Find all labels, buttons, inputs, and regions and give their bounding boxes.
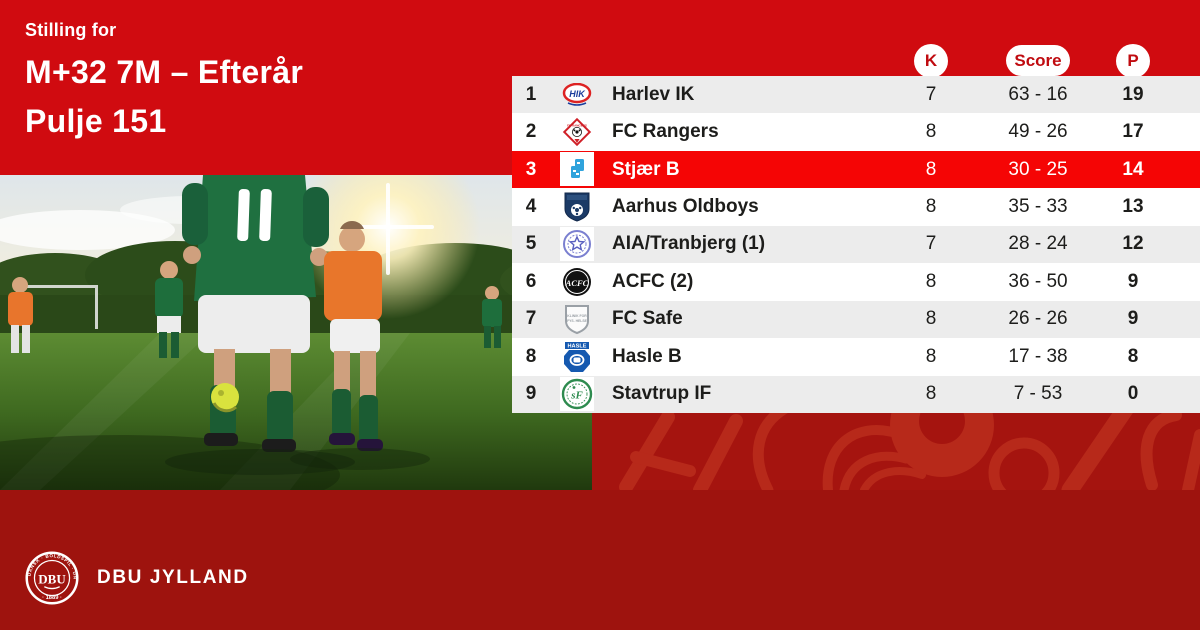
harlev-ik-logo: HIK — [559, 77, 595, 112]
dbu-logo-center-text: DBU — [38, 571, 66, 586]
dbu-crest-logo: DANSK · BOLDSPIL · UNION DBU · 1889 · — [23, 547, 79, 605]
matches-value: 8 — [925, 345, 937, 367]
points-value: 19 — [1122, 83, 1144, 105]
team-name: FC Rangers — [612, 121, 719, 143]
column-header-p: P — [1116, 44, 1150, 78]
points-value: 9 — [1127, 308, 1139, 330]
score-value: 17 - 38 — [1008, 345, 1068, 367]
score-value: 7 - 53 — [1013, 383, 1063, 405]
matches-value: 8 — [925, 308, 937, 330]
table-row: 9 sF Stavtrup IF 8 7 - 53 0 — [512, 375, 1200, 413]
svg-text:HASLE: HASLE — [568, 343, 587, 349]
position: 5 — [525, 233, 537, 255]
acfc-logo: ACFC — [559, 264, 595, 299]
team-name: Stjær B — [612, 158, 680, 180]
position: 3 — [525, 158, 537, 180]
footer-band — [0, 490, 1200, 630]
score-value: 63 - 16 — [1008, 83, 1068, 105]
position: 9 — [525, 383, 537, 405]
score-value: 36 - 50 — [1008, 270, 1068, 292]
points-value: 13 — [1122, 196, 1144, 218]
points-value: 9 — [1127, 270, 1139, 292]
main-player — [182, 175, 329, 452]
team-name: Stavtrup IF — [612, 383, 712, 405]
position: 7 — [525, 308, 537, 330]
matches-value: 7 — [925, 233, 937, 255]
column-header-k: K — [914, 44, 948, 78]
orange-bib-player — [324, 220, 383, 451]
points-value: 12 — [1122, 233, 1144, 255]
points-value: 8 — [1127, 345, 1139, 367]
matches-value: 8 — [925, 158, 937, 180]
fc-safe-logo: KLINIK FOR FYS. HELSE — [559, 302, 595, 337]
stavtrup-if-logo: sF — [559, 377, 595, 412]
table-row: 7 KLINIK FOR FYS. HELSE FC Safe 8 26 - 2… — [512, 300, 1200, 339]
matches-value: 8 — [925, 383, 937, 405]
title-line-2: Pulje 151 — [25, 103, 167, 139]
points-value: 17 — [1122, 121, 1144, 143]
football — [211, 383, 239, 413]
points-value: 0 — [1127, 383, 1139, 405]
table-row-highlighted: 3 Stjær B 8 30 - 25 14 — [512, 150, 1200, 189]
standings-table: K Score P 1 HIK Harlev IK 7 63 - 16 19 — [512, 44, 1200, 413]
crest-watermark — [619, 413, 1200, 490]
table-row: 5 AIA/Tranbjerg (1) 7 28 - 24 12 — [512, 225, 1200, 264]
aarhus-oldboys-logo — [559, 189, 595, 224]
pretitle: Stilling for — [25, 20, 117, 40]
position: 2 — [525, 121, 537, 143]
football-photo — [0, 175, 592, 490]
team-name: Aarhus Oldboys — [612, 196, 759, 218]
aia-tranbjerg-logo — [559, 227, 595, 262]
page-title: M+32 7M – Efterår Pulje 151 — [25, 48, 303, 146]
table-row: 8 HASLE Hasle B 8 17 - 38 8 — [512, 338, 1200, 376]
score-value: 35 - 33 — [1008, 196, 1068, 218]
hasle-b-logo: HASLE — [559, 339, 595, 374]
team-name: AIA/Tranbjerg (1) — [612, 233, 766, 255]
svg-text:FC RANGERS: FC RANGERS — [567, 123, 587, 127]
football-photo-art — [0, 175, 592, 490]
table-header: K Score P — [512, 44, 1200, 78]
svg-text:FYS. HELSE: FYS. HELSE — [567, 319, 588, 323]
position: 6 — [525, 270, 537, 292]
headline-block: Stilling for M+32 7M – Efterår Pulje 151 — [25, 20, 303, 146]
stjaer-b-logo — [559, 152, 595, 187]
dbu-logo-year: · 1889 · — [42, 595, 62, 601]
score-value: 26 - 26 — [1008, 308, 1068, 330]
team-name: ACFC (2) — [612, 270, 694, 292]
team-name: Harlev IK — [612, 83, 695, 105]
matches-value: 8 — [925, 121, 937, 143]
table-row: 6 ACFC ACFC (2) 8 36 - 50 9 — [512, 263, 1200, 301]
title-line-1: M+32 7M – Efterår — [25, 54, 304, 90]
svg-text:KLINIK FOR: KLINIK FOR — [567, 314, 587, 318]
position: 1 — [525, 83, 537, 105]
svg-text:sF: sF — [570, 390, 583, 402]
table-rows: 1 HIK Harlev IK 7 63 - 16 19 2 — [512, 76, 1200, 413]
table-row: 1 HIK Harlev IK 7 63 - 16 19 — [512, 76, 1200, 114]
table-row: 2 FC RANGERS FC Rangers 8 49 - 26 17 — [512, 113, 1200, 151]
matches-value: 8 — [925, 196, 937, 218]
score-value: 28 - 24 — [1008, 233, 1068, 255]
matches-value: 8 — [925, 270, 937, 292]
crest-watermark-band — [592, 413, 1200, 490]
points-value: 14 — [1122, 158, 1144, 180]
svg-text:ACFC: ACFC — [565, 278, 589, 288]
team-name: Hasle B — [612, 345, 682, 367]
table-row: 4 Aarhus Oldboys 8 35 - 33 13 — [512, 188, 1200, 226]
score-value: 49 - 26 — [1008, 121, 1068, 143]
score-value: 30 - 25 — [1008, 158, 1068, 180]
fc-rangers-logo: FC RANGERS — [559, 114, 595, 149]
brand-name: DBU JYLLAND — [97, 567, 249, 588]
team-name: FC Safe — [612, 308, 683, 330]
position: 8 — [525, 345, 537, 367]
svg-text:HIK: HIK — [569, 89, 586, 99]
position: 4 — [525, 196, 537, 218]
column-header-score: Score — [1006, 45, 1070, 76]
grass — [0, 333, 592, 490]
matches-value: 7 — [925, 83, 937, 105]
